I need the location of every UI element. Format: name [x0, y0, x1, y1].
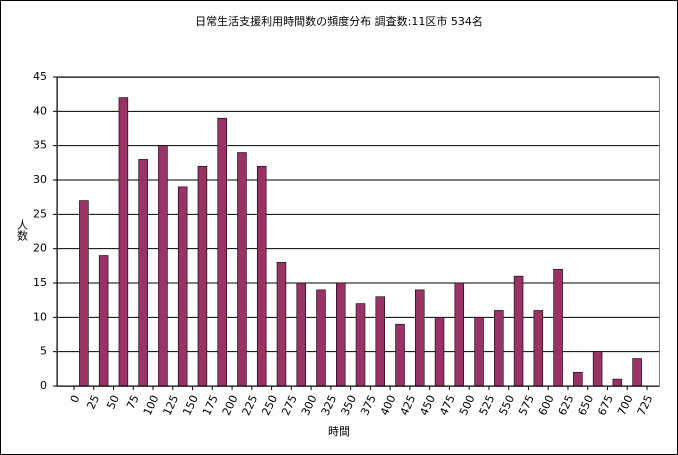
- bar: [415, 289, 425, 387]
- x-axis-label: 時間: [328, 425, 350, 438]
- bar: [632, 358, 642, 387]
- chart-title: 日常生活支援利用時間数の頻度分布 調査数:11区市 534名: [195, 14, 483, 28]
- bar: [296, 282, 306, 387]
- bar: [316, 289, 326, 387]
- bar: [395, 323, 405, 387]
- bar: [375, 296, 386, 387]
- bar: [553, 268, 563, 387]
- bar: [573, 371, 583, 387]
- bar: [79, 200, 89, 387]
- x-tick-label: 0: [68, 393, 83, 405]
- y-tick-label: 15: [33, 276, 47, 289]
- bar: [494, 310, 504, 387]
- bar: [474, 317, 484, 387]
- y-tick-label: 40: [33, 104, 47, 117]
- bar: [513, 275, 524, 387]
- y-tick-label: 5: [40, 345, 47, 358]
- y-tick-label: 20: [33, 242, 47, 255]
- bar: [335, 282, 346, 387]
- bar: [237, 152, 247, 387]
- y-tick-label: 35: [33, 139, 47, 152]
- bar: [197, 165, 208, 387]
- bar: [177, 186, 188, 387]
- x-tick-label: 50: [104, 393, 122, 411]
- y-tick-label: 10: [33, 310, 47, 323]
- bar: [533, 310, 544, 387]
- y-tick-label: 0: [40, 379, 47, 392]
- bar: [434, 317, 445, 387]
- bar: [98, 255, 109, 387]
- y-tick-label: 45: [33, 70, 47, 83]
- bar: [276, 262, 287, 387]
- y-tick-label: 25: [33, 207, 47, 220]
- bar: [158, 145, 168, 387]
- bar: [118, 97, 129, 387]
- bar: [217, 117, 227, 387]
- bar: [138, 159, 148, 387]
- y-tick-label: 30: [33, 173, 47, 186]
- bar: [592, 351, 603, 387]
- bar: [256, 165, 267, 387]
- bar: [612, 378, 623, 387]
- x-tick-label: 75: [124, 393, 142, 411]
- bar: [454, 282, 465, 387]
- bar: [355, 303, 366, 387]
- y-axis-label: 人数: [16, 219, 29, 242]
- x-tick-label: 25: [84, 393, 102, 411]
